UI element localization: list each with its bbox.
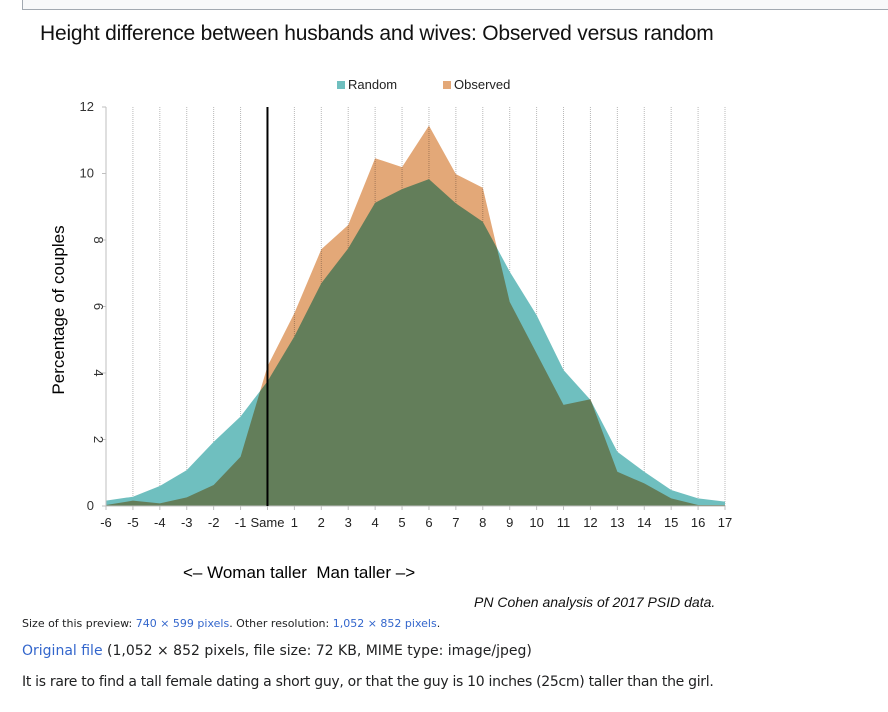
file-header-box [22, 0, 888, 10]
original-file-link[interactable]: Original file [22, 643, 103, 659]
x-tick-label: 8 [479, 515, 486, 530]
x-tick-label: -2 [208, 515, 220, 530]
x-tick-label: 12 [583, 515, 597, 530]
preview-middle: . Other resolution: [229, 617, 333, 630]
y-tick-label: 12 [80, 99, 94, 114]
x-tick-label: -6 [100, 515, 112, 530]
x-tick-label: 4 [372, 515, 379, 530]
x-tick-label: Same [250, 515, 284, 530]
y-tick-label: 4 [91, 369, 106, 376]
x-tick-label: -4 [154, 515, 166, 530]
legend-swatch-random [337, 80, 345, 89]
legend-label-observed: Observed [454, 77, 511, 92]
x-tick-label: -3 [181, 515, 193, 530]
y-tick-label: 2 [91, 436, 106, 443]
area-series [106, 125, 725, 507]
preview-size-line: Size of this preview: 740 × 599 pixels. … [22, 617, 440, 630]
x-tick-label: 10 [529, 515, 543, 530]
x-tick-label: 14 [637, 515, 651, 530]
x-tick-label: 7 [452, 515, 459, 530]
chart-title: Height difference between husbands and w… [40, 22, 714, 45]
y-tick-label: 6 [91, 303, 106, 310]
legend-item-random: Random [337, 77, 397, 92]
area-observed [106, 125, 725, 507]
original-file-info: (1,052 × 852 pixels, file size: 72 KB, M… [102, 643, 532, 659]
preview-prefix: Size of this preview: [22, 617, 136, 630]
y-tick-label: 10 [80, 166, 94, 181]
x-tick-label: 16 [691, 515, 705, 530]
other-resolution-link[interactable]: 1,052 × 852 pixels [332, 617, 437, 630]
original-file-line: Original file (1,052 × 852 pixels, file … [22, 643, 532, 659]
y-tick-label: 8 [91, 236, 106, 243]
x-tick-label: 6 [425, 515, 432, 530]
preview-size-link[interactable]: 740 × 599 pixels [135, 617, 230, 630]
x-tick-label: 15 [664, 515, 678, 530]
x-tick-label: 5 [398, 515, 405, 530]
x-tick-label: 2 [318, 515, 325, 530]
legend-item-observed: Observed [443, 77, 510, 92]
file-description: It is rare to find a tall female dating … [22, 674, 714, 690]
y-tick-label: 0 [87, 498, 94, 513]
x-tick-label: 3 [345, 515, 352, 530]
source-note: PN Cohen analysis of 2017 PSID data. [474, 594, 716, 610]
x-tick-label: 1 [291, 515, 298, 530]
legend-swatch-observed [443, 80, 451, 89]
legend-label-random: Random [348, 77, 398, 92]
x-tick-label: 11 [557, 515, 571, 530]
x-tick-label: 13 [610, 515, 624, 530]
x-tick-label: 9 [506, 515, 513, 530]
preview-suffix: . [436, 617, 441, 630]
x-tick-label: -1 [235, 515, 247, 530]
x-tick-label: -5 [127, 515, 139, 530]
x-tick-label: 17 [718, 515, 732, 530]
x-axis-label: <– Woman taller Man taller –> [183, 563, 416, 582]
